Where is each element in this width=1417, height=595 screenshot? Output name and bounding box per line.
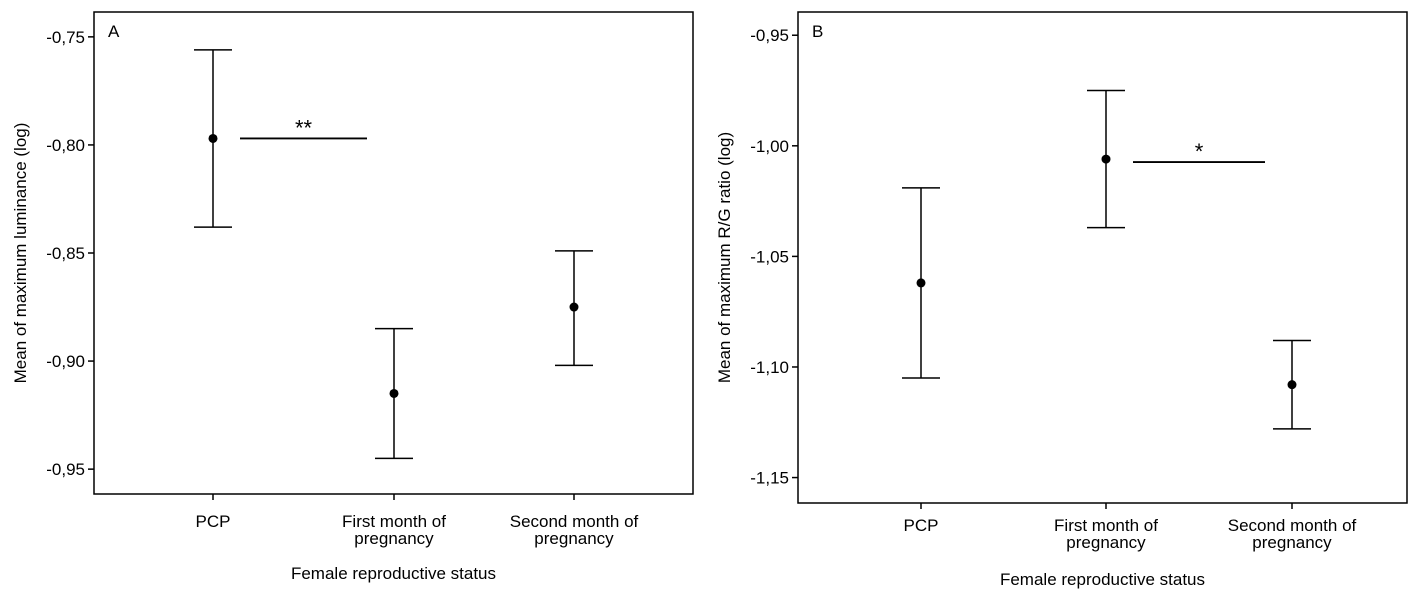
y-tick-label: -0,75	[46, 28, 85, 47]
y-tick-label: -0,95	[750, 26, 789, 45]
chart-panel-b: B -0,95 -1,00 -1,05 -1,10 -1,15 Mean of maximu…	[715, 11, 1408, 589]
y-axis-title: Mean of maximum luminance (log)	[11, 123, 30, 384]
y-tick-label: -1,05	[750, 247, 789, 266]
significance-label: **	[295, 115, 313, 140]
y-tick-label: -0,95	[46, 460, 85, 479]
x-tick-label-line: pregnancy	[1252, 533, 1332, 552]
x-tick-label-line: pregnancy	[354, 529, 434, 548]
x-tick-label-line: First month of	[342, 512, 446, 531]
significance-label: *	[1195, 139, 1204, 164]
x-tick-label-line: PCP	[196, 512, 231, 531]
y-tick-label: -0,85	[46, 244, 85, 263]
x-tick-label: Second month of pregnancy	[510, 512, 639, 548]
y-tick-label: -1,00	[750, 137, 789, 156]
mean-point	[1101, 154, 1111, 164]
x-tick-label-line: PCP	[904, 516, 939, 535]
x-tick-label: First month of pregnancy	[1054, 516, 1158, 552]
x-tick-label: First month of pregnancy	[342, 512, 446, 548]
y-tick-label: -1,10	[750, 358, 789, 377]
x-tick-label: PCP	[904, 516, 939, 535]
x-tick-label: PCP	[196, 512, 231, 531]
y-axis-title: Mean of maximum R/G ratio (log)	[715, 132, 734, 383]
mean-point	[1287, 380, 1297, 390]
x-tick-label-line: Second month of	[1228, 516, 1357, 535]
mean-point	[569, 302, 579, 312]
y-tick-label: -0,80	[46, 136, 85, 155]
x-tick-label-line: First month of	[1054, 516, 1158, 535]
x-axis-title: Female reproductive status	[291, 564, 496, 583]
panel-label: B	[812, 22, 823, 41]
mean-point	[389, 388, 399, 398]
y-tick-label: -1,15	[750, 469, 789, 488]
x-axis-title: Female reproductive status	[1000, 570, 1205, 589]
x-tick-label-line: Second month of	[510, 512, 639, 531]
chart-panel-a: A -0,75 -0,80 -0,85 -0,90 -0,95 Mean of maximu…	[11, 11, 694, 583]
plot-frame	[797, 11, 1408, 504]
panel-label: A	[108, 22, 120, 41]
mean-point	[916, 278, 926, 288]
x-tick-label: Second month of pregnancy	[1228, 516, 1357, 552]
y-tick-label: -0,90	[46, 352, 85, 371]
x-tick-label-line: pregnancy	[1066, 533, 1146, 552]
x-tick-label-line: pregnancy	[534, 529, 614, 548]
mean-point	[208, 133, 218, 143]
